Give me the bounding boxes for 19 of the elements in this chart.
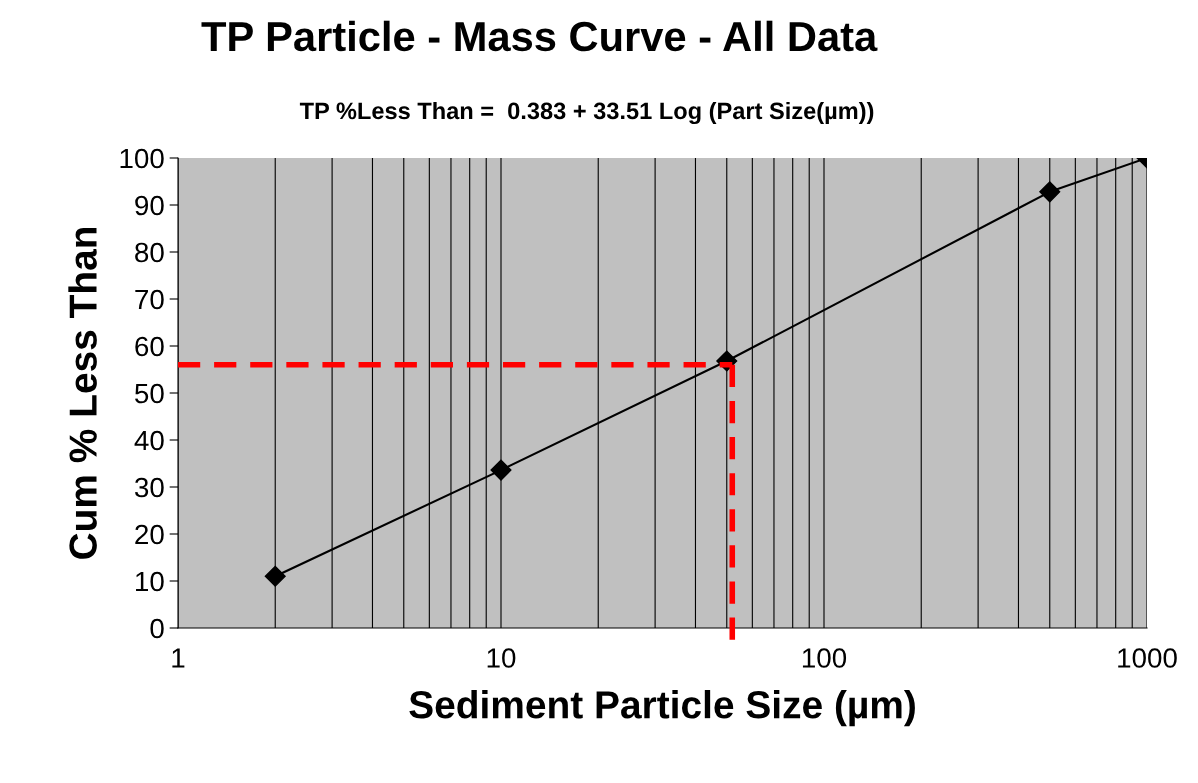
y-tick-label: 30 (134, 477, 164, 498)
x-tick-label: 1 (172, 648, 185, 668)
x-tick-label: 10 (487, 648, 516, 668)
y-tick-label: 10 (136, 571, 164, 592)
x-axis-title: Sediment Particle Size (µm) (409, 690, 915, 727)
y-tick-label: 70 (135, 289, 164, 310)
y-axis-title: Cum % Less Than (68, 227, 97, 559)
y-tick-label: 90 (135, 195, 164, 216)
y-tick-label: 60 (135, 336, 164, 357)
y-tick-label: 40 (134, 430, 164, 451)
x-tick-label: 100 (802, 648, 847, 668)
y-tick-label: 80 (135, 242, 164, 263)
y-tick-label: 100 (120, 148, 164, 169)
y-tick-label: 20 (135, 524, 164, 545)
x-tick-label: 1000 (1118, 648, 1177, 668)
chart-subtitle: TP %Less Than = 0.383 + 33.51 Log (Part Size(µm)) (299, 101, 874, 125)
y-tick-label: 50 (135, 383, 164, 404)
chart-title: TP Particle - Mass Curve - All Data (201, 20, 878, 52)
y-tick-label: 0 (150, 618, 164, 639)
